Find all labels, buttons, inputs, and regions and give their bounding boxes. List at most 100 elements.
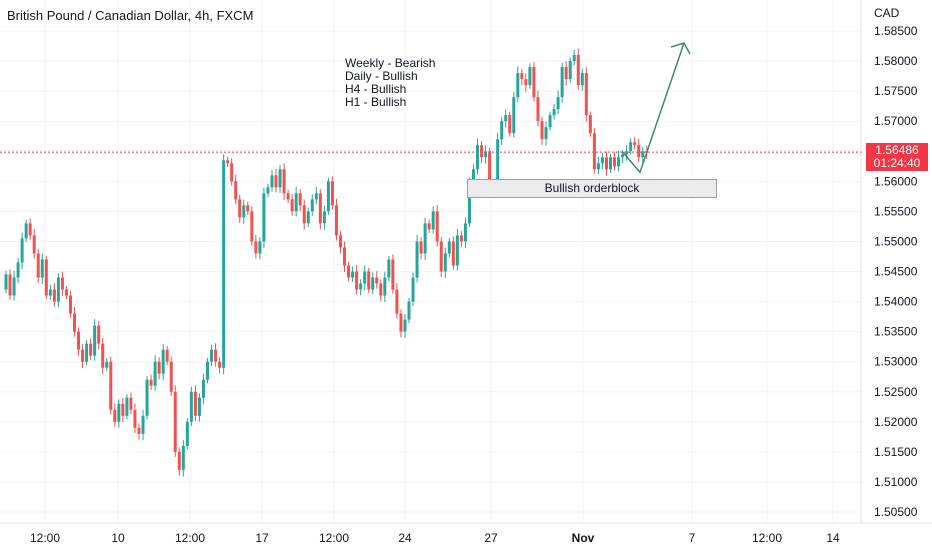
candle-body: [480, 145, 484, 158]
bias-annotation: Weekly - Bearish Daily - Bullish H4 - Bu…: [345, 57, 435, 109]
candle-body: [197, 397, 201, 416]
bias-line-h4: H4 - Bullish: [345, 82, 407, 96]
candle-body: [415, 241, 419, 278]
candle-body: [641, 151, 645, 158]
price-tick-label: 1.55000: [874, 234, 918, 248]
candle-body: [488, 151, 492, 194]
candle-body: [258, 241, 262, 254]
price-tick-label: 1.56000: [874, 174, 918, 188]
candle-body: [16, 262, 20, 278]
candle-body: [544, 127, 548, 140]
candle-body: [306, 211, 310, 224]
candle-body: [93, 325, 97, 356]
price-tick-label: 1.50500: [874, 505, 918, 519]
time-tick-label: Nov: [572, 531, 595, 545]
price-tick-label: 1.52000: [874, 415, 918, 429]
candle-body: [572, 55, 576, 62]
currency-label: CAD: [874, 6, 900, 20]
candle-body: [633, 142, 637, 146]
time-axis[interactable]: 12:00 10 12:00 17 12:00 24 27 Nov 7 12:00 14: [30, 531, 840, 545]
candle-body: [467, 181, 471, 224]
candle-body: [125, 397, 129, 416]
candle-body: [206, 361, 209, 380]
candle-body: [399, 313, 403, 332]
candle-body: [218, 361, 222, 368]
candle-body: [64, 289, 68, 296]
candle-body: [536, 97, 540, 122]
candle-body: [52, 289, 56, 302]
candle-body: [149, 379, 153, 386]
candle-body: [310, 199, 314, 212]
candle-body: [189, 391, 193, 422]
candle-body: [379, 283, 383, 296]
candle-body: [617, 157, 621, 167]
candle-body: [552, 109, 556, 116]
candle-body: [294, 193, 298, 212]
candle-body: [592, 133, 596, 170]
candle-body: [613, 157, 617, 167]
candle-body: [326, 181, 330, 212]
price-tick-label: 1.58000: [874, 54, 918, 68]
candle-body: [484, 151, 488, 158]
candle-body: [185, 421, 189, 446]
time-tick-label: 12:00: [175, 531, 205, 545]
candle-body: [637, 145, 641, 158]
candle-body: [201, 379, 205, 398]
price-tick-label: 1.53500: [874, 325, 918, 339]
candle-body: [282, 169, 286, 194]
candle-body: [447, 241, 451, 254]
time-tick-label: 12:00: [752, 531, 782, 545]
price-axis[interactable]: 1.58500 1.58000 1.57500 1.57000 1.56000 1.555…: [874, 24, 918, 519]
candlestick-series: [4, 48, 649, 477]
candle-body: [214, 349, 218, 362]
candle-body: [89, 343, 93, 356]
candle-body: [431, 211, 435, 230]
price-tick-label: 1.52500: [874, 385, 918, 399]
candle-body: [161, 349, 165, 374]
candle-body: [153, 361, 157, 386]
candle-body: [105, 361, 109, 368]
time-tick-label: 27: [484, 531, 498, 545]
candle-body: [576, 55, 580, 86]
candle-body: [101, 343, 105, 368]
candle-body: [28, 223, 32, 236]
candle-body: [173, 391, 177, 452]
candle-body: [238, 199, 242, 218]
time-tick-label: 10: [111, 531, 125, 545]
candle-body: [242, 205, 246, 218]
orderblock-box[interactable]: Bullish orderblock: [467, 179, 717, 198]
candle-body: [351, 271, 355, 278]
bias-line-weekly: Weekly - Bearish: [345, 56, 436, 70]
candle-body: [407, 301, 411, 320]
candle-body: [302, 205, 306, 224]
candle-body: [121, 403, 125, 416]
candle-body: [439, 241, 443, 272]
projection-arrow: [621, 42, 691, 174]
candle-body: [97, 325, 101, 344]
candle-body: [471, 169, 475, 182]
candle-body: [230, 163, 234, 182]
time-tick-label: 12:00: [30, 531, 60, 545]
price-tick-label: 1.53000: [874, 355, 918, 369]
candle-body: [254, 241, 258, 254]
candle-body: [246, 205, 250, 212]
candle-body: [157, 361, 161, 374]
candle-body: [564, 67, 568, 80]
candle-body: [451, 241, 455, 266]
candle-body: [443, 253, 447, 272]
chart-title: British Pound / Canadian Dollar, 4h, FXC…: [7, 8, 254, 23]
candle-body: [629, 142, 633, 152]
current-price-value: 1.56486: [875, 143, 919, 157]
candle-body: [540, 121, 544, 140]
price-tick-label: 1.51000: [874, 475, 918, 489]
candle-body: [274, 175, 278, 188]
candle-body: [427, 223, 431, 230]
candle-body: [419, 241, 423, 254]
candle-body: [459, 235, 463, 242]
candle-body: [548, 115, 552, 128]
candle-body: [298, 193, 302, 206]
candle-body: [371, 277, 375, 290]
candle-body: [85, 343, 89, 362]
candle-body: [117, 403, 121, 422]
